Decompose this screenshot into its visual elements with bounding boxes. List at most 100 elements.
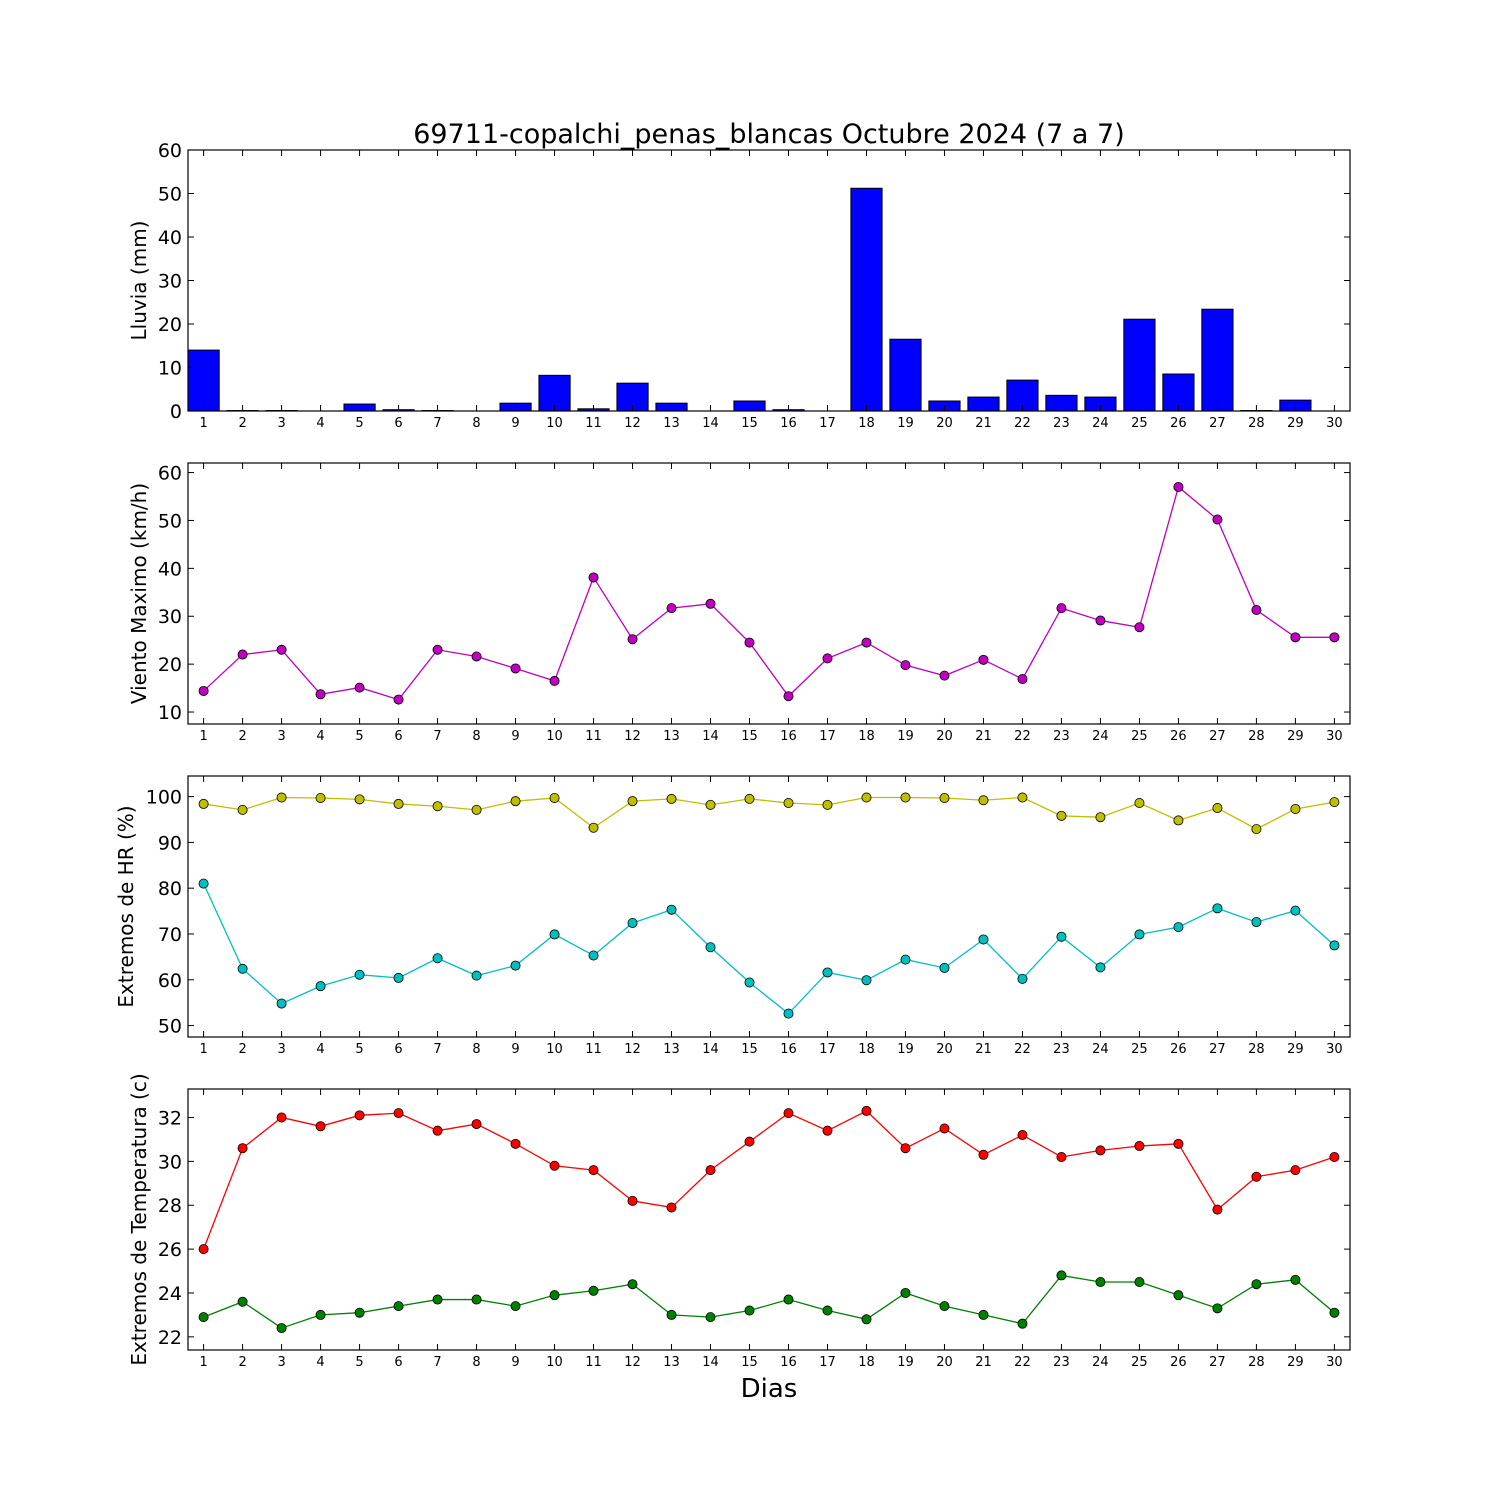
x-tick-label: 4 <box>316 1355 324 1370</box>
series-1-point-day-27 <box>1212 514 1223 525</box>
series-2-point-day-16 <box>783 1294 794 1305</box>
series-2-point-day-28 <box>1251 917 1262 928</box>
x-tick-label: 8 <box>472 1355 480 1370</box>
bar-day-19 <box>889 338 922 412</box>
x-tick-label: 25 <box>1131 416 1148 431</box>
x-tick-label: 3 <box>277 1042 285 1057</box>
x-tick-label: 26 <box>1170 1355 1187 1370</box>
series-1-point-day-17 <box>822 1125 833 1136</box>
x-tick-label: 24 <box>1092 729 1109 744</box>
series-1-point-day-11 <box>588 1165 599 1176</box>
x-tick-label: 7 <box>433 729 441 744</box>
axes-frame <box>187 775 1351 1038</box>
series-2-point-day-13 <box>666 1309 677 1320</box>
x-tick-label: 22 <box>1014 416 1031 431</box>
series-2-point-day-16 <box>783 1008 794 1019</box>
series-2-point-day-7 <box>432 953 443 964</box>
x-tick-label: 12 <box>624 1042 641 1057</box>
x-tick-label: 12 <box>624 729 641 744</box>
x-tick-label: 15 <box>741 416 758 431</box>
series-1-point-day-15 <box>744 1136 755 1147</box>
x-tick-label: 8 <box>472 1042 480 1057</box>
series-1-point-day-25 <box>1134 622 1145 633</box>
x-tick-label: 20 <box>936 1355 953 1370</box>
y-axis-label: Viento Maximo (km/h) <box>127 483 151 704</box>
series-1-point-day-29 <box>1290 1165 1301 1176</box>
y-tick-label: 50 <box>158 1016 182 1038</box>
x-tick-label: 18 <box>858 729 875 744</box>
series-1-point-day-9 <box>510 796 521 807</box>
series-2-point-day-2 <box>237 1296 248 1307</box>
series-1-point-day-3 <box>276 792 287 803</box>
x-tick-label: 24 <box>1092 416 1109 431</box>
series-1-point-day-29 <box>1290 803 1301 814</box>
y-tick-label: 100 <box>146 787 182 809</box>
x-tick-label: 28 <box>1248 416 1265 431</box>
x-tick-label: 6 <box>394 1042 402 1057</box>
series-2-point-day-22 <box>1017 973 1028 984</box>
series-1-point-day-17 <box>822 799 833 810</box>
x-tick-label: 15 <box>741 1355 758 1370</box>
series-2-point-day-21 <box>978 934 989 945</box>
series-1-point-day-18 <box>861 637 872 648</box>
plot-marks <box>198 481 1340 705</box>
series-1-point-day-1 <box>198 685 209 696</box>
y-tick-label: 40 <box>158 227 182 249</box>
x-tick-label: 26 <box>1170 416 1187 431</box>
series-1-point-day-13 <box>666 1202 677 1213</box>
x-tick-label: 2 <box>238 416 246 431</box>
x-tick-label: 20 <box>936 729 953 744</box>
series-1-point-day-6 <box>393 1108 404 1119</box>
x-tick-label: 13 <box>663 1355 680 1370</box>
series-1-point-day-12 <box>627 796 638 807</box>
series-1-point-day-1 <box>198 1244 209 1255</box>
series-1-point-day-18 <box>861 1105 872 1116</box>
x-tick-label: 22 <box>1014 729 1031 744</box>
series-2-point-day-18 <box>861 1314 872 1325</box>
x-tick-label: 3 <box>277 1355 285 1370</box>
series-2-point-day-6 <box>393 1301 404 1312</box>
y-tick-label: 60 <box>158 970 182 992</box>
series-2-point-day-14 <box>705 1312 716 1323</box>
series-1-point-day-9 <box>510 663 521 674</box>
series-2-point-day-17 <box>822 967 833 978</box>
series-1-point-day-4 <box>315 792 326 803</box>
x-tick-label: 14 <box>702 416 719 431</box>
series-1-point-day-13 <box>666 793 677 804</box>
x-tick-label: 11 <box>585 1042 602 1057</box>
series-2-point-day-12 <box>627 1279 638 1290</box>
series-1-point-day-2 <box>237 804 248 815</box>
series-1-point-day-10 <box>549 675 560 686</box>
series-1-point-day-14 <box>705 1165 716 1176</box>
y-tick-label: 50 <box>158 510 182 532</box>
series-line-2 <box>203 1274 1335 1329</box>
x-tick-label: 30 <box>1326 1355 1343 1370</box>
series-1-point-day-24 <box>1095 615 1106 626</box>
x-tick-label: 27 <box>1209 1355 1226 1370</box>
x-tick-label: 27 <box>1209 1042 1226 1057</box>
series-1-point-day-21 <box>978 795 989 806</box>
series-1-point-day-14 <box>705 598 716 609</box>
series-2-point-day-8 <box>471 1294 482 1305</box>
y-tick-label: 26 <box>158 1239 182 1261</box>
y-axis-label: Extremos de Temperatura (c) <box>127 1073 151 1365</box>
series-1-point-day-6 <box>393 798 404 809</box>
x-tick-label: 21 <box>975 416 992 431</box>
x-tick-label: 28 <box>1248 1042 1265 1057</box>
x-tick-label: 22 <box>1014 1355 1031 1370</box>
x-tick-label: 16 <box>780 416 797 431</box>
series-1-point-day-4 <box>315 689 326 700</box>
series-1-point-day-26 <box>1173 815 1184 826</box>
series-2-point-day-17 <box>822 1305 833 1316</box>
x-tick-label: 4 <box>316 729 324 744</box>
x-tick-label: 11 <box>585 1355 602 1370</box>
y-axis-label: Lluvia (mm) <box>127 221 151 341</box>
y-tick-label: 60 <box>158 463 182 485</box>
series-2-point-day-14 <box>705 942 716 953</box>
bar-day-22 <box>1006 379 1039 412</box>
x-tick-label: 19 <box>897 1042 914 1057</box>
x-tick-label: 27 <box>1209 416 1226 431</box>
series-2-point-day-5 <box>354 1307 365 1318</box>
x-tick-label: 3 <box>277 416 285 431</box>
series-1-point-day-28 <box>1251 824 1262 835</box>
